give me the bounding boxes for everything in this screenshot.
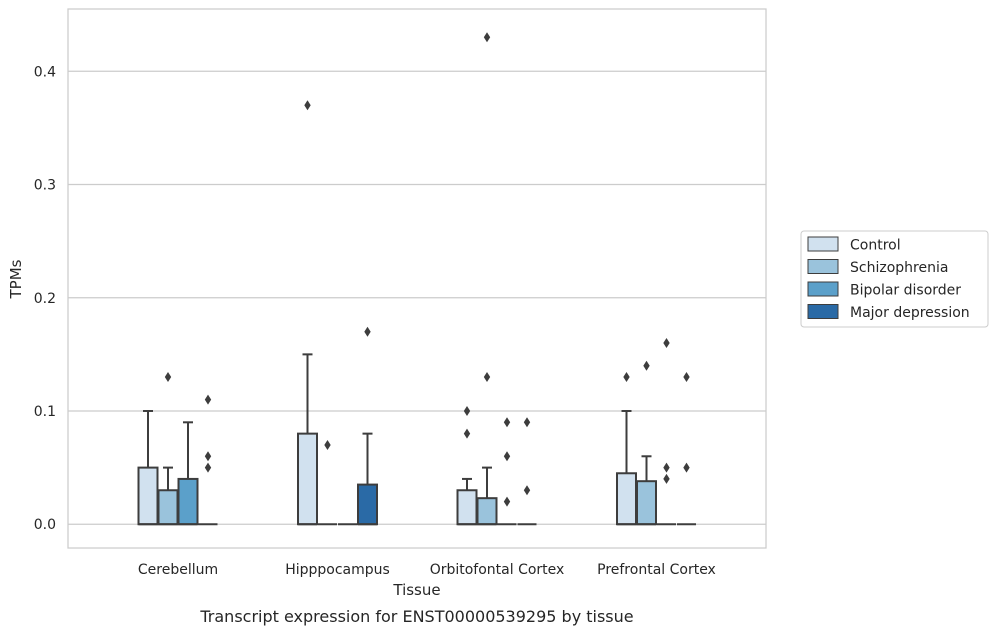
legend-frame [800,230,989,328]
x-axis-label: Tissue [392,581,440,599]
y-tick-label: 0.2 [34,291,56,307]
box-body [137,466,159,526]
box-bipolar-disorder [657,338,676,526]
box-schizophrenia [318,439,337,526]
legend-swatch [807,236,839,252]
legend-label: Major depression [850,305,970,321]
outlier-point [503,417,511,428]
legend-swatch [807,304,839,319]
box-body [636,480,657,526]
outlier-point [304,100,311,111]
box-major-depression [677,372,696,526]
box-bipolar-disorder [177,421,199,526]
plot-frame [67,8,767,549]
outlier-point [204,394,212,405]
outlier-point [164,372,172,383]
box-control [456,405,478,526]
box-body [177,477,199,526]
box-major-depression [357,326,378,526]
box-control [616,372,637,526]
legend-swatch [807,259,839,274]
outlier-point [204,462,212,473]
outlier-point [523,417,531,428]
box-body [357,483,378,526]
legend-swatch [807,281,839,297]
box-schizophrenia [636,360,657,526]
x-tick-label: Cerebellum [138,562,218,578]
outlier-point [204,451,212,462]
outlier-point [623,372,630,383]
y-tick-label: 0.4 [34,64,56,80]
outlier-point [324,439,331,450]
outlier-point [463,428,471,439]
outlier-point [643,360,650,371]
y-tick-label: 0.3 [34,178,56,194]
y-tick-label: 0.0 [34,517,56,533]
box-control [137,409,159,526]
outlier-point [503,496,511,507]
outlier-point [663,473,670,484]
box-schizophrenia [476,32,498,526]
box-body [297,432,318,526]
outlier-point [683,462,690,473]
box-major-depression [517,417,537,526]
outlier-point [683,372,690,383]
box-body [157,489,179,526]
box-schizophrenia [157,372,179,526]
box-body [476,497,498,526]
outlier-point [663,462,670,473]
box-body [456,489,478,526]
gridlines [68,70,766,525]
x-tick-label: Hipppocampus [285,562,390,578]
box-control [297,100,318,526]
outlier-point [663,338,670,349]
outlier-point [463,405,471,416]
box-major-depression [198,394,218,526]
x-tick-label: Orbitofontal Cortex [430,562,565,578]
legend-label: Schizophrenia [850,260,948,276]
outlier-point [523,485,531,496]
box-body [616,472,637,526]
outlier-point [503,451,511,462]
legend-label: Control [850,238,901,254]
outlier-point [483,32,491,43]
boxes [137,32,696,526]
outlier-point [483,372,491,383]
outlier-point [364,326,371,337]
x-tick-labels: Cerebellum Hipppocampus Orbitofontal Corte… [138,562,716,578]
box-bipolar-disorder [497,417,517,526]
y-tick-label: 0.1 [34,404,56,420]
figure-caption: Transcript expression for ENST0000053929… [199,607,633,626]
x-tick-label: Prefrontal Cortex [597,562,716,578]
y-axis-label: TPMs [7,259,25,299]
legend: Control Schizophrenia Bipolar disorder Majo… [800,230,989,328]
y-tick-labels: 0.0 0.1 0.2 0.3 0.4 [34,64,56,533]
legend-label: Bipolar disorder [850,283,961,299]
